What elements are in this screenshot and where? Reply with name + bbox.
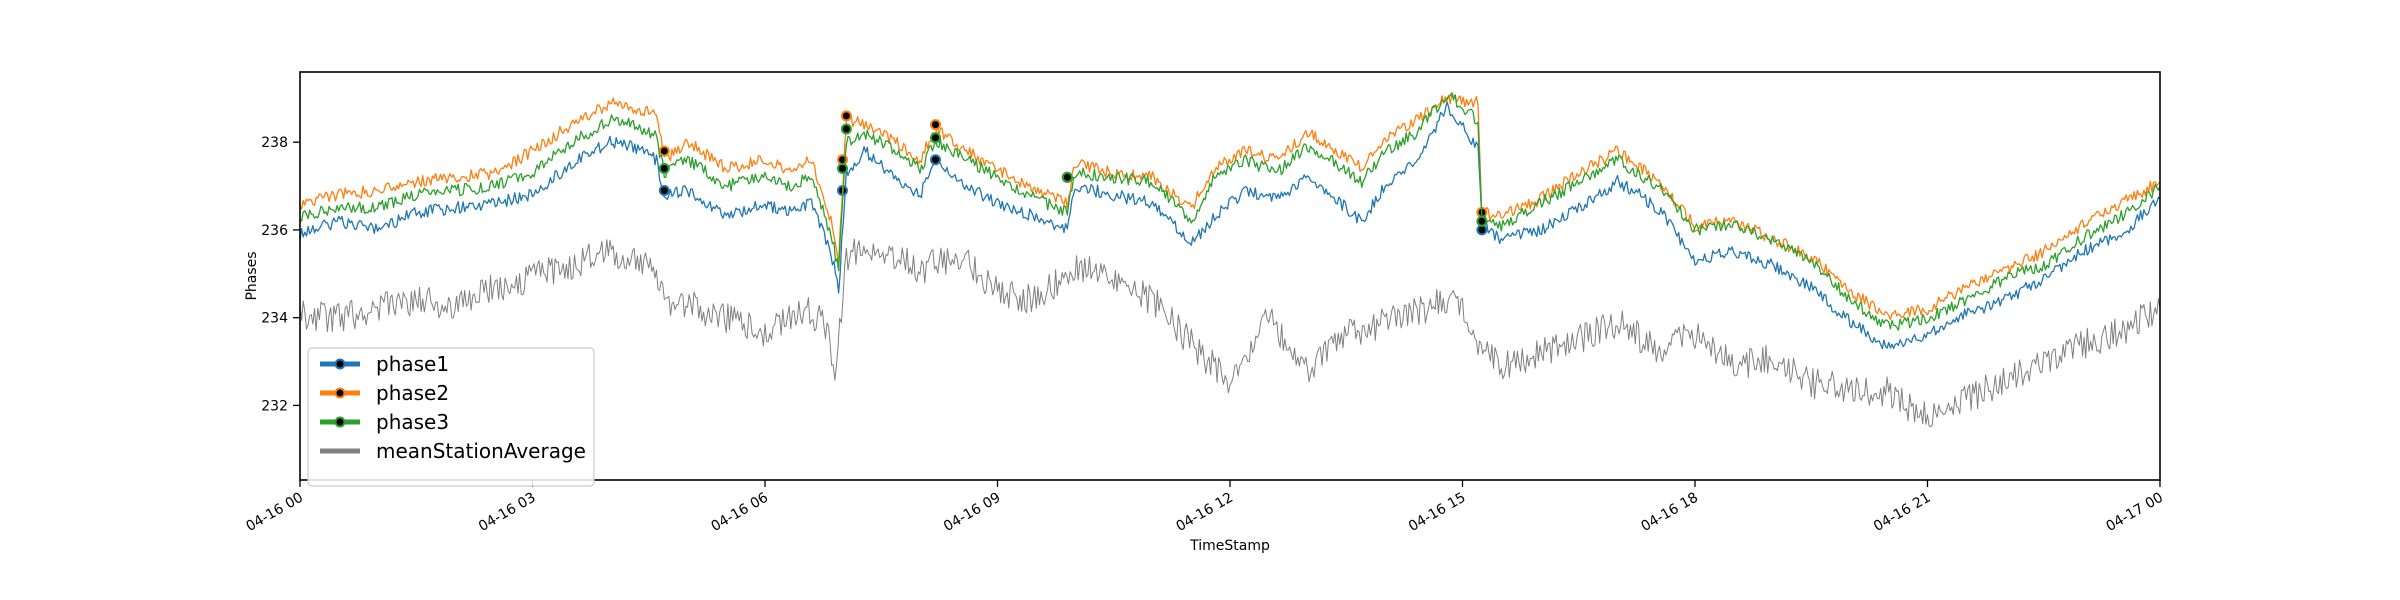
legend: phase1 phase2 phase3 meanStationAverage: [307, 347, 595, 487]
legend-label: phase3: [376, 410, 449, 434]
data-point-phase1: [658, 185, 670, 196]
series-line-phase3: [299, 92, 2161, 331]
y-axis-label: Phases: [244, 251, 260, 300]
series-line-phase1: [299, 101, 2161, 350]
legend-label: phase2: [376, 381, 449, 405]
x-tick-label: 04-16 03: [476, 490, 539, 535]
data-point-phase3: [1476, 215, 1488, 227]
y-axis-ticks: 232 234 236 238: [261, 135, 300, 414]
legend-marker: [334, 416, 346, 428]
data-point-phase2: [930, 119, 941, 131]
legend-label: phase1: [376, 352, 449, 376]
data-point-phase1: [1476, 224, 1488, 236]
x-axis-ticks: 04-16 00 04-16 03 04-16 06 04-16 09 04-16 12…: [243, 480, 2166, 535]
y-tick-label: 236: [261, 223, 288, 239]
x-axis-label: TimeStamp: [1189, 538, 1270, 554]
x-tick-label: 04-16 21: [1871, 490, 1934, 535]
legend-entry-phase2: phase2: [320, 381, 449, 405]
legend-frame: [307, 347, 595, 487]
x-tick-label: 04-16 18: [1638, 490, 1701, 535]
x-tick-label: 04-16 06: [708, 490, 771, 535]
series-meanStationAverage: [299, 238, 2161, 428]
data-point-phase2: [840, 110, 852, 122]
x-tick-label: 04-16 15: [1406, 490, 1469, 535]
data-point-phase3: [1061, 171, 1073, 183]
series-layer: [299, 92, 2161, 428]
series-phase2: [299, 93, 2161, 321]
data-point-phase3: [658, 163, 670, 174]
data-point-phase1: [930, 154, 941, 166]
legend-marker: [334, 358, 346, 370]
series-line-meanStationAverage: [299, 238, 2161, 428]
legend-marker: [334, 387, 346, 399]
x-tick-label: 04-17 00: [2103, 490, 2166, 535]
data-point-phase3: [840, 123, 852, 135]
x-tick-label: 04-16 00: [243, 490, 306, 535]
y-tick-label: 232: [261, 398, 288, 414]
x-tick-label: 04-16 09: [941, 490, 1004, 535]
x-tick-label: 04-16 12: [1173, 490, 1236, 535]
data-point-phase3: [930, 132, 941, 144]
legend-label: meanStationAverage: [376, 439, 586, 463]
y-tick-label: 238: [261, 135, 288, 151]
data-point-phase2: [658, 145, 670, 157]
data-point-phase3: [837, 163, 848, 174]
y-tick-label: 234: [261, 311, 288, 327]
legend-entry-phase1: phase1: [320, 352, 449, 376]
series-line-phase2: [299, 93, 2161, 321]
legend-entry-meanStationAverage: meanStationAverage: [320, 439, 586, 463]
series-phase3: [299, 92, 2161, 331]
legend-entry-phase3: phase3: [320, 410, 449, 434]
